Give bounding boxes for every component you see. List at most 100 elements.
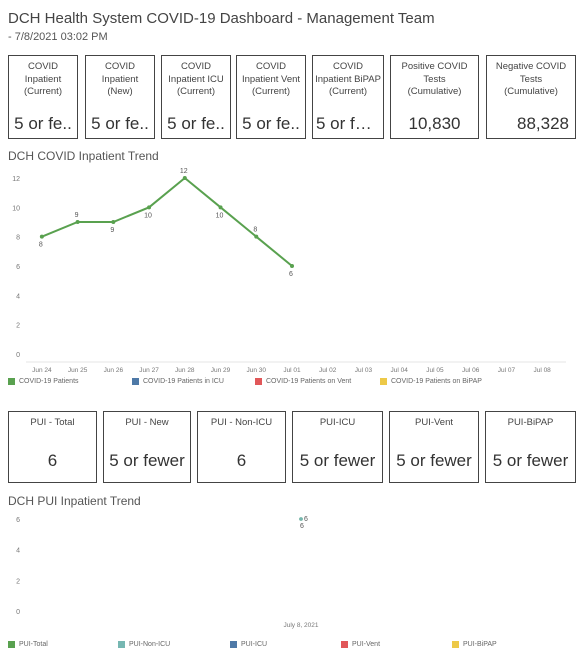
kpi-label: Negative COVID Tests (Cumulative) (495, 61, 567, 97)
legend-label: PUI-ICU (241, 641, 268, 648)
legend-swatch (452, 641, 459, 648)
legend-item[interactable]: PUI-ICU (230, 641, 267, 648)
x-tick-label: Jul 08 (533, 367, 551, 374)
legend-item[interactable]: PUI-BiPAP (452, 641, 497, 648)
data-label: 10 (216, 212, 224, 219)
kpi-label: PUI-BiPAP (507, 417, 554, 428)
y-tick-label: 6 (16, 517, 20, 524)
kpi-value: 5 or fe.. (91, 114, 149, 133)
kpi-label: PUI - Non-ICU (210, 417, 273, 428)
kpi-covid-inpatient-current[interactable]: COVID Inpatient (Current) 5 or fe.. (8, 55, 78, 139)
legend-item[interactable]: COVID-19 Patients on Vent (255, 378, 351, 385)
legend-swatch (255, 378, 262, 385)
y-tick-label: 4 (16, 548, 20, 555)
kpi-negative-tests[interactable]: Negative COVID Tests (Cumulative) 88,328 (486, 55, 576, 139)
y-tick-label: 0 (16, 352, 20, 359)
kpi-value: 5 or few.. (316, 114, 383, 133)
kpi-pui-total[interactable]: PUI - Total 6 (8, 411, 97, 483)
trend1-title: DCH COVID Inpatient Trend (8, 149, 159, 163)
kpi-covid-inpatient-new[interactable]: COVID Inpatient (New) 5 or fe.. (85, 55, 155, 139)
kpi-value: 5 or fewer (299, 451, 376, 470)
kpi-pui-vent[interactable]: PUI-Vent 5 or fewer (389, 411, 479, 483)
legend-item[interactable]: COVID-19 Patients (8, 378, 79, 385)
kpi-value: 5 or fewer (109, 451, 185, 470)
x-tick-label: Jul 05 (426, 367, 444, 374)
kpi-covid-inpatient-icu[interactable]: COVID Inpatient ICU (Current) 5 or fe.. (161, 55, 231, 139)
x-tick-label: Jul 02 (319, 367, 337, 374)
kpi-value: 6 (236, 451, 247, 470)
kpi-label: COVID Inpatient BiPAP (Current) (315, 61, 381, 97)
y-tick-label: 2 (16, 578, 20, 585)
kpi-value: 5 or fewer (492, 451, 569, 470)
kpi-covid-inpatient-bipap[interactable]: COVID Inpatient BiPAP (Current) 5 or few… (312, 55, 384, 139)
kpi-covid-inpatient-vent[interactable]: COVID Inpatient Vent (Current) 5 or fe.. (236, 55, 306, 139)
y-tick-label: 0 (16, 609, 20, 616)
legend-label: COVID-19 Patients on Vent (266, 378, 352, 385)
y-tick-label: 8 (16, 235, 20, 242)
kpi-value: 10,830 (408, 114, 461, 133)
data-point (39, 234, 44, 239)
y-tick-label: 10 (12, 205, 20, 212)
legend-label: COVID-19 Patients (19, 378, 79, 385)
x-tick-label: July 8, 2021 (283, 622, 318, 629)
data-label: 12 (180, 168, 188, 175)
legend-swatch (380, 378, 387, 385)
page-title: DCH Health System COVID-19 Dashboard - M… (8, 10, 435, 27)
data-label: 10 (144, 212, 152, 219)
y-tick-label: 2 (16, 323, 20, 330)
data-point (111, 220, 116, 224)
legend-label: COVID-19 Patients in ICU (143, 378, 224, 385)
trend2-title: DCH PUI Inpatient Trend (8, 494, 141, 508)
kpi-value: 5 or fe.. (242, 114, 300, 133)
x-tick-label: Jul 04 (391, 367, 409, 374)
x-tick-label: Jun 27 (139, 367, 159, 374)
kpi-label: PUI - New (125, 417, 169, 428)
legend-label: PUI-Total (19, 641, 48, 648)
kpi-pui-non-icu[interactable]: PUI - Non-ICU 6 (197, 411, 286, 483)
legend-item[interactable]: COVID-19 Patients on BiPAP (380, 378, 482, 385)
kpi-pui-bipap[interactable]: PUI-BiPAP 5 or fewer (485, 411, 576, 483)
data-label: 9 (110, 227, 114, 234)
legend-item[interactable]: COVID-19 Patients in ICU (132, 378, 224, 385)
y-tick-label: 6 (16, 264, 20, 271)
legend-swatch (132, 378, 139, 385)
x-tick-label: Jun 29 (211, 367, 231, 374)
data-point (182, 176, 187, 180)
data-point (299, 517, 303, 521)
data-label: 6 (289, 271, 293, 278)
legend-swatch (8, 378, 15, 385)
x-tick-label: Jun 28 (175, 367, 195, 374)
data-label: 6 (300, 523, 304, 530)
kpi-label: PUI - Total (30, 417, 75, 428)
kpi-value: 5 or fe.. (167, 114, 225, 133)
kpi-label: Positive COVID Tests (Cumulative) (401, 61, 468, 97)
y-tick-label: 4 (16, 293, 20, 300)
legend-swatch (8, 641, 15, 648)
kpi-positive-tests[interactable]: Positive COVID Tests (Cumulative) 10,830 (390, 55, 479, 139)
kpi-pui-new[interactable]: PUI - New 5 or fewer (103, 411, 191, 483)
legend-swatch (341, 641, 348, 648)
x-tick-label: Jul 03 (355, 367, 373, 374)
kpi-pui-icu[interactable]: PUI-ICU 5 or fewer (292, 411, 383, 483)
legend-label: PUI-Non-ICU (129, 641, 171, 648)
legend-item[interactable]: PUI-Vent (341, 641, 380, 648)
data-label: 9 (75, 212, 79, 219)
x-tick-label: Jul 06 (462, 367, 480, 374)
kpi-label: COVID Inpatient ICU (Current) (168, 61, 224, 97)
data-point (254, 234, 259, 239)
covid-inpatient-trend-chart: 0 2 4 6 8 10 12 Jun 24 Jun 25 Jun 26 Jun 27 Jun 28 J… (12, 168, 566, 374)
page-timestamp: - 7/8/2021 03:02 PM (8, 31, 108, 43)
legend-item[interactable]: PUI-Total (8, 641, 48, 648)
y-tick-label: 12 (12, 176, 20, 183)
legend-label: PUI-Vent (352, 641, 381, 648)
data-point (290, 264, 294, 268)
legend-swatch (230, 641, 237, 648)
kpi-label: PUI-Vent (414, 417, 454, 428)
legend-swatch (118, 641, 125, 648)
x-tick-label: Jun 25 (68, 367, 88, 374)
legend-item[interactable]: PUI-Non-ICU (118, 641, 170, 648)
kpi-label: COVID Inpatient (Current) (23, 61, 62, 97)
data-point (75, 220, 80, 224)
data-label: 8 (253, 227, 257, 234)
